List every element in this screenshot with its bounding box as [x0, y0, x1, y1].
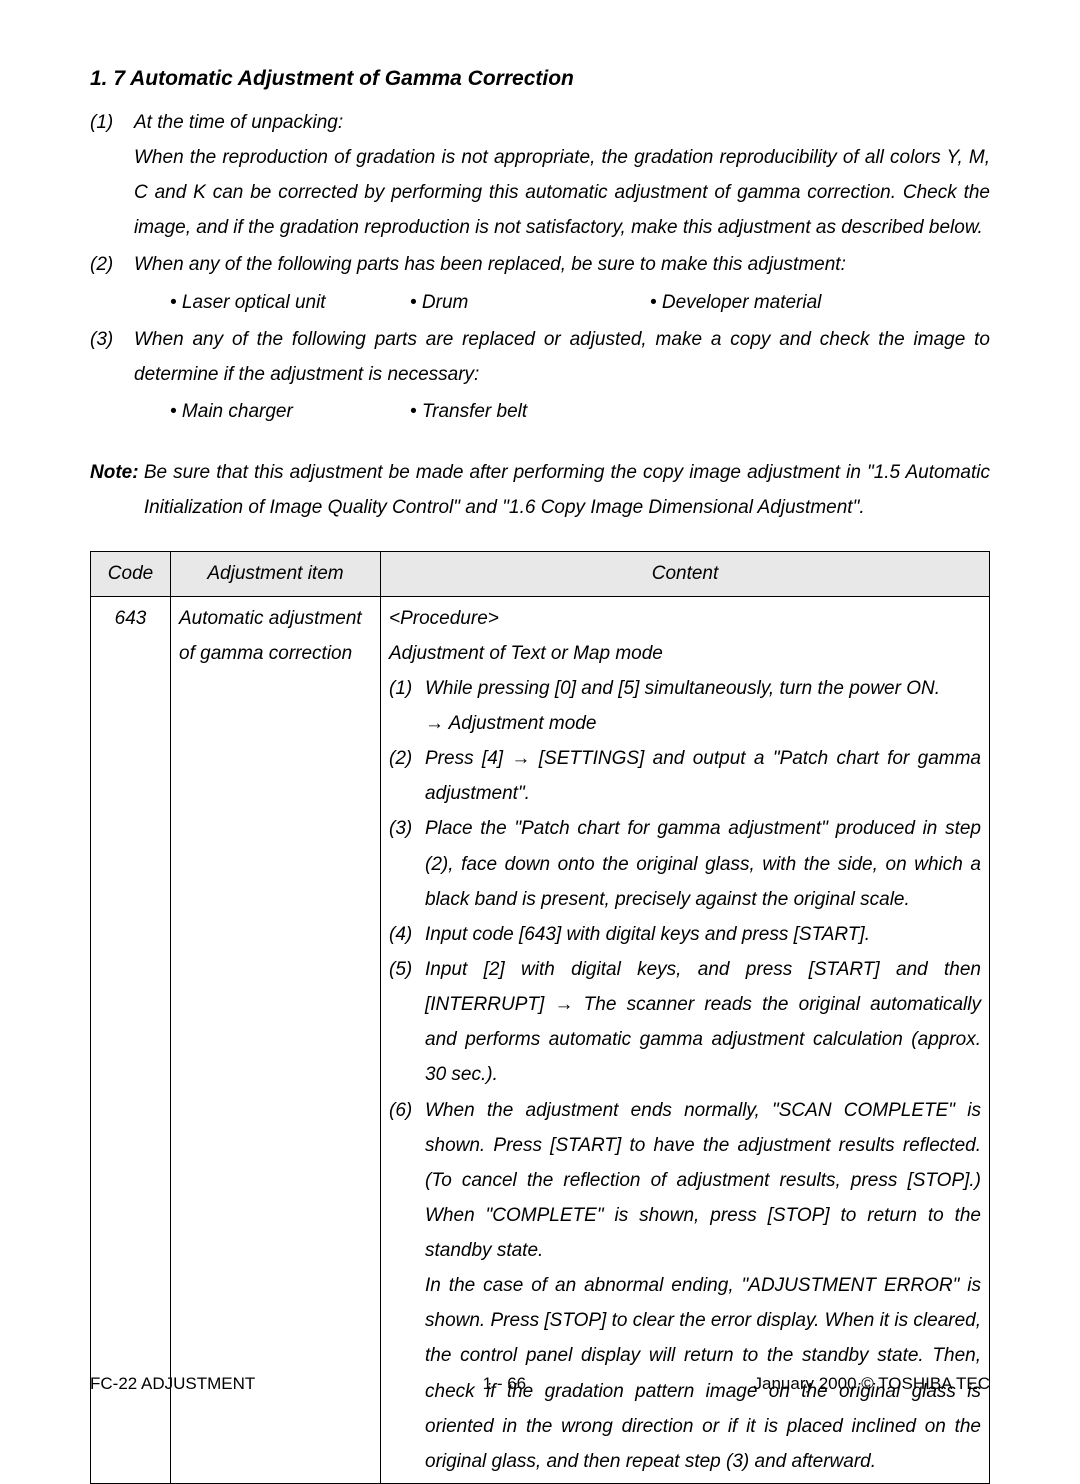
table-header-row: Code Adjustment item Content [91, 552, 990, 596]
bullet: • Laser optical unit [170, 285, 410, 320]
proc-txt: Input code [643] with digital keys and p… [425, 917, 981, 952]
th-code: Code [91, 552, 171, 596]
td-content: <Procedure> Adjustment of Text or Map mo… [381, 596, 990, 1484]
proc-sub-line: → Adjustment mode [389, 706, 981, 741]
proc-txt: Input [2] with digital keys, and press [… [425, 952, 981, 1093]
proc-step: (6) When the adjustment ends normally, "… [389, 1093, 981, 1269]
list-item-2: (2) When any of the following parts has … [90, 247, 990, 282]
note-body: Be sure that this adjustment be made aft… [144, 455, 990, 525]
list-body: When any of the following parts are repl… [134, 322, 990, 392]
bullet-row-1: • Laser optical unit • Drum • Developer … [90, 285, 990, 320]
list-body: When any of the following parts has been… [134, 247, 990, 282]
note-label: Note: [90, 455, 144, 525]
list-num: (3) [90, 322, 134, 392]
list-lead: When any of the following parts are repl… [134, 322, 990, 392]
proc-txt: Press [4] → [SETTINGS] and output a "Pat… [425, 741, 981, 811]
proc-num: (4) [389, 917, 425, 952]
list-lead: At the time of unpacking: [134, 105, 990, 140]
list-num: (1) [90, 105, 134, 246]
list-lead: When any of the following parts has been… [134, 247, 990, 282]
list-body: At the time of unpacking: When the repro… [134, 105, 990, 246]
td-item: Automatic adjustment of gamma correction [171, 596, 381, 1484]
bullet: • Developer material [650, 285, 821, 320]
proc-txt: Place the "Patch chart for gamma adjustm… [425, 811, 981, 916]
bullet: • Main charger [170, 394, 410, 429]
proc-num: (6) [389, 1093, 425, 1269]
footer-right: January 2000 © TOSHIBA TEC [754, 1368, 990, 1399]
note-block: Note: Be sure that this adjustment be ma… [90, 455, 990, 525]
th-item: Adjustment item [171, 552, 381, 596]
bullet: • Transfer belt [410, 394, 650, 429]
procedure-title: <Procedure> [389, 601, 981, 636]
proc-num: (3) [389, 811, 425, 916]
bullet: • Drum [410, 285, 650, 320]
th-content: Content [381, 552, 990, 596]
proc-step: (3) Place the "Patch chart for gamma adj… [389, 811, 981, 916]
proc-step: (1) While pressing [0] and [5] simultane… [389, 671, 981, 706]
proc-num: (1) [389, 671, 425, 706]
proc-step: (2) Press [4] → [SETTINGS] and output a … [389, 741, 981, 811]
td-code: 643 [91, 596, 171, 1484]
proc-txt: When the adjustment ends normally, "SCAN… [425, 1093, 981, 1269]
section-title: 1. 7 Automatic Adjustment of Gamma Corre… [90, 60, 990, 99]
list-num: (2) [90, 247, 134, 282]
proc-txt: While pressing [0] and [5] simultaneousl… [425, 671, 981, 706]
adjustment-table: Code Adjustment item Content 643 Automat… [90, 551, 990, 1484]
list-item-1: (1) At the time of unpacking: When the r… [90, 105, 990, 246]
list-item-3: (3) When any of the following parts are … [90, 322, 990, 392]
bullet-row-2: • Main charger • Transfer belt [90, 394, 990, 429]
procedure-subtitle: Adjustment of Text or Map mode [389, 636, 981, 671]
proc-step: (5) Input [2] with digital keys, and pre… [389, 952, 981, 1093]
page-footer: FC-22 ADJUSTMENT 1 - 66 January 2000 © T… [90, 1368, 990, 1399]
table-row: 643 Automatic adjustment of gamma correc… [91, 596, 990, 1484]
footer-mid: 1 - 66 [483, 1368, 526, 1399]
list-para: When the reproduction of gradation is no… [134, 140, 990, 245]
footer-left: FC-22 ADJUSTMENT [90, 1368, 255, 1399]
proc-step: (4) Input code [643] with digital keys a… [389, 917, 981, 952]
proc-num: (2) [389, 741, 425, 811]
proc-num: (5) [389, 952, 425, 1093]
